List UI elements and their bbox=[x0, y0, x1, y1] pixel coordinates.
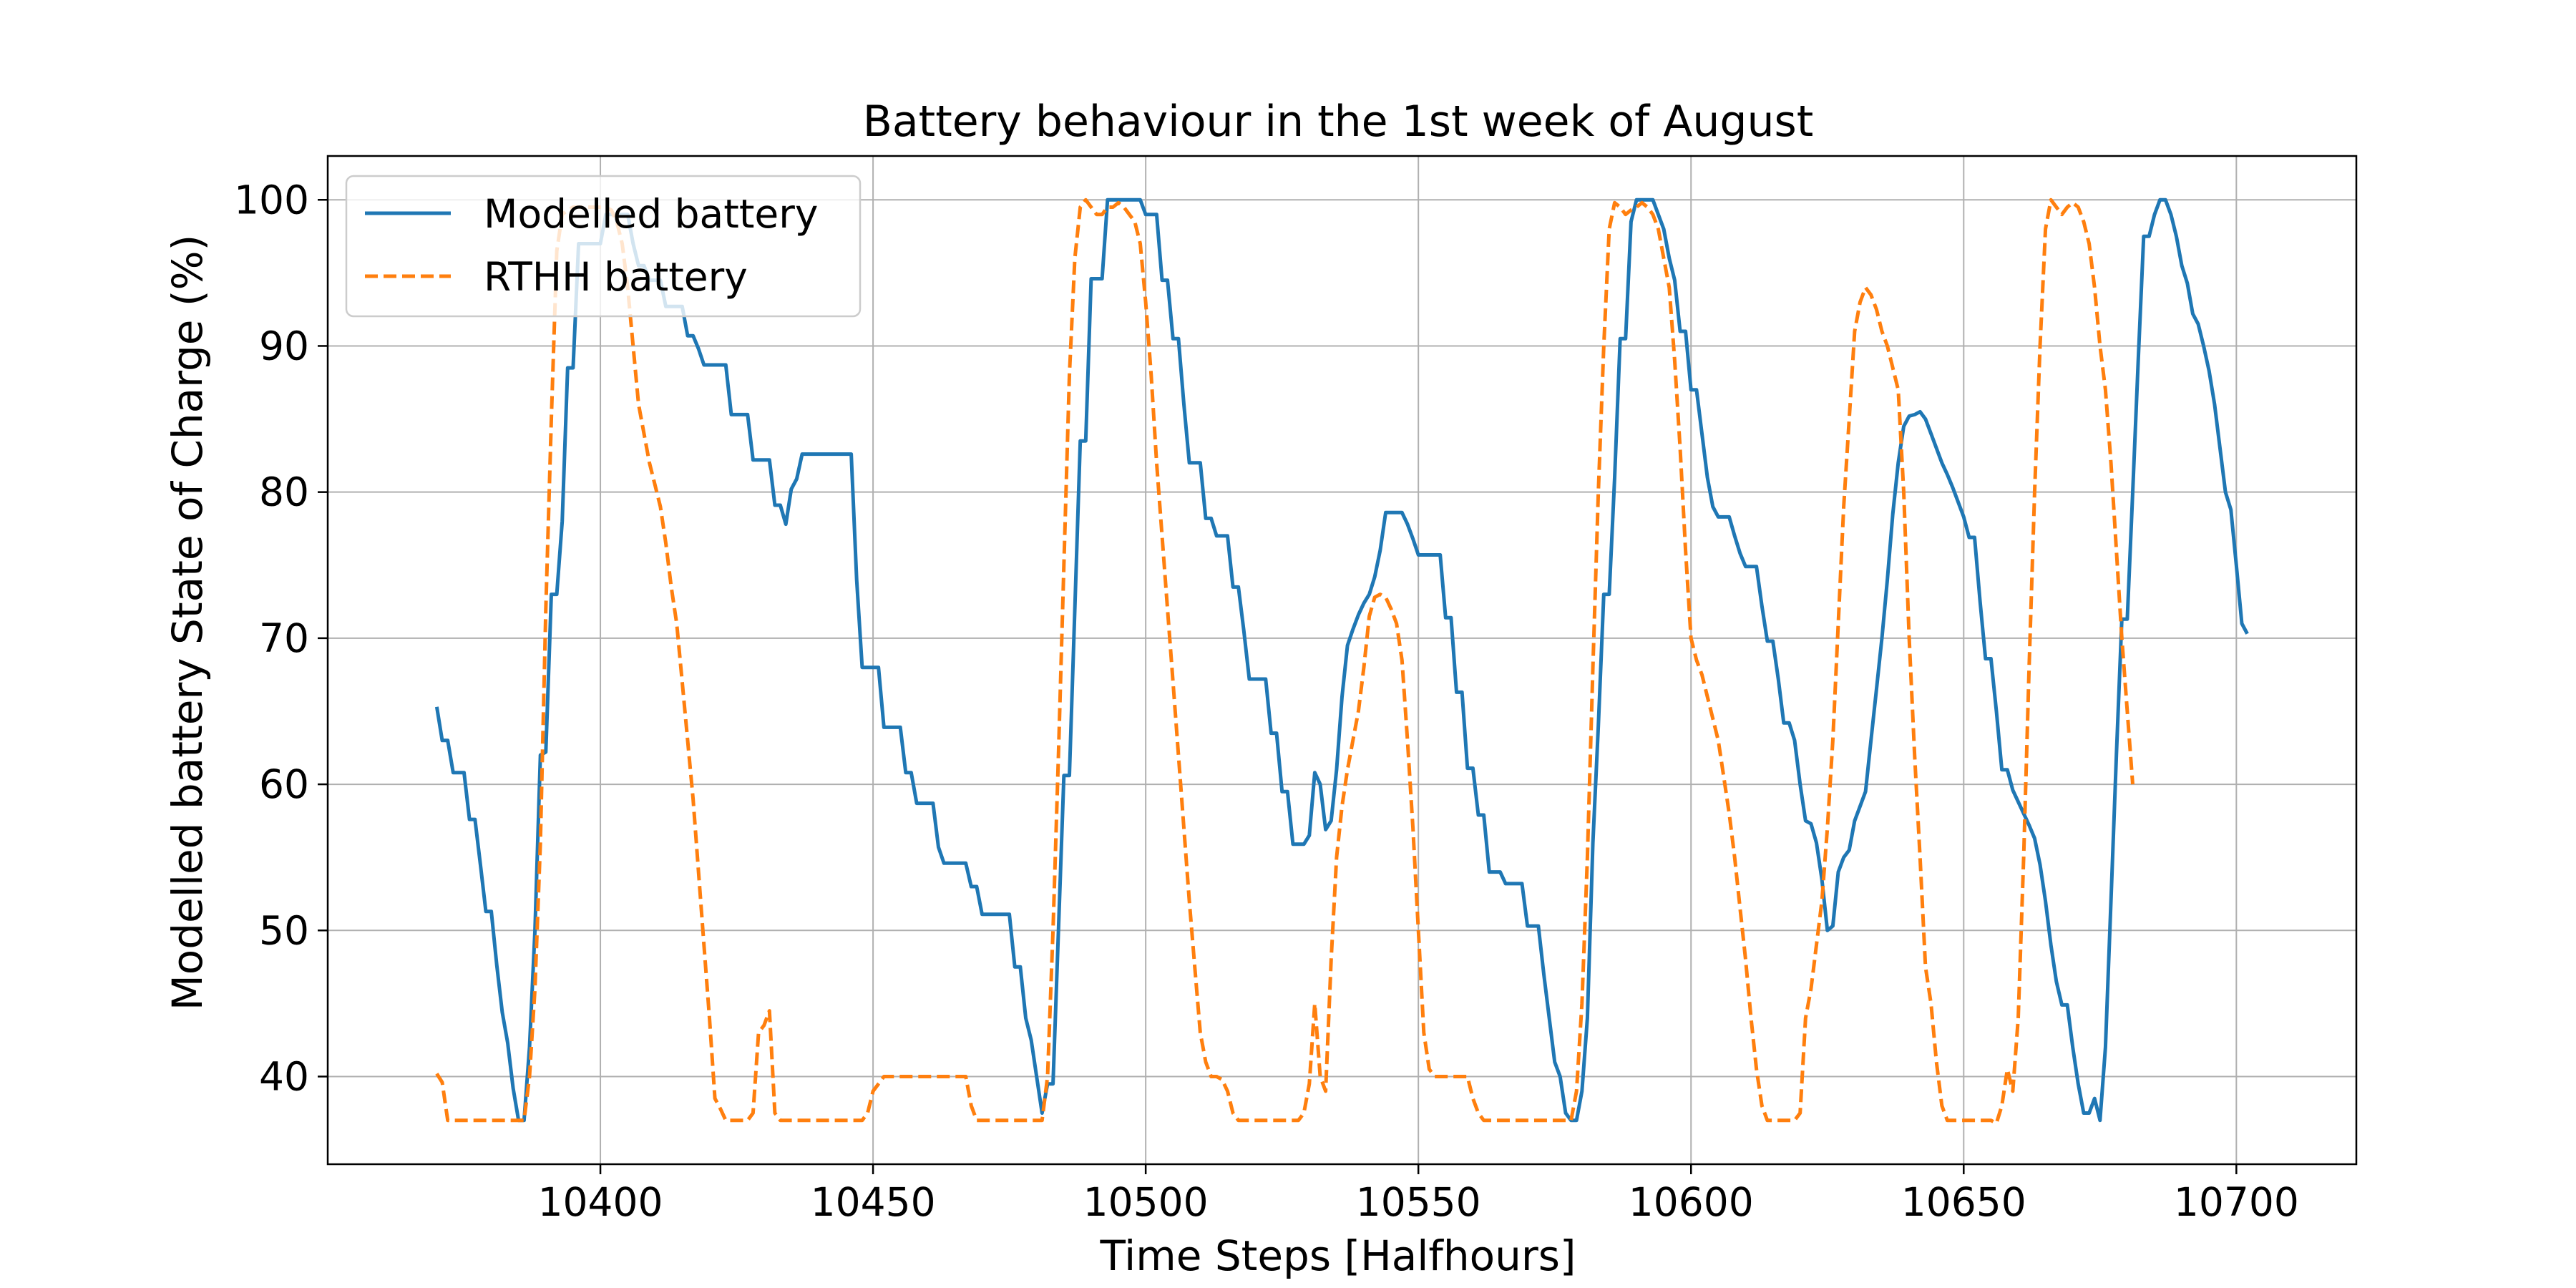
x-tick-label: 10550 bbox=[1356, 1179, 1481, 1225]
series-line-rthh-battery bbox=[435, 197, 2135, 1126]
series-layer bbox=[434, 197, 2249, 1126]
x-tick-label: 10700 bbox=[2174, 1179, 2299, 1225]
chart-title: Battery behaviour in the 1st week of Aug… bbox=[863, 97, 1814, 147]
legend-label: RTHH battery bbox=[484, 254, 748, 300]
y-tick-label: 90 bbox=[259, 323, 309, 369]
x-axis: 10400 10450 10500 10550 10600 10650 10700 bbox=[538, 1164, 2299, 1225]
x-tick-label: 10500 bbox=[1083, 1179, 1209, 1225]
series-line-modelled-battery bbox=[434, 197, 2249, 1123]
y-tick-label: 40 bbox=[259, 1053, 309, 1099]
x-tick-label: 10650 bbox=[1901, 1179, 2026, 1225]
plot-frame bbox=[326, 155, 2358, 1166]
x-axis-label: Time Steps [Halfhours] bbox=[1099, 1231, 1576, 1280]
x-tick-label: 10600 bbox=[1629, 1179, 1754, 1225]
y-axis: 40 50 60 70 80 90 100 bbox=[234, 177, 328, 1099]
legend-label: Modelled battery bbox=[484, 191, 818, 237]
legend: Modelled battery RTHH battery bbox=[345, 175, 862, 318]
y-tick-label: 80 bbox=[259, 469, 309, 515]
y-tick-label: 70 bbox=[259, 615, 309, 661]
y-tick-label: 100 bbox=[234, 177, 309, 223]
y-tick-label: 60 bbox=[259, 761, 309, 807]
x-tick-label: 10400 bbox=[538, 1179, 663, 1225]
legend-box bbox=[345, 175, 862, 318]
x-tick-label: 10450 bbox=[811, 1179, 936, 1225]
y-axis-label: Modelled battery State of Charge (%) bbox=[163, 235, 212, 1011]
y-tick-label: 50 bbox=[259, 907, 309, 953]
